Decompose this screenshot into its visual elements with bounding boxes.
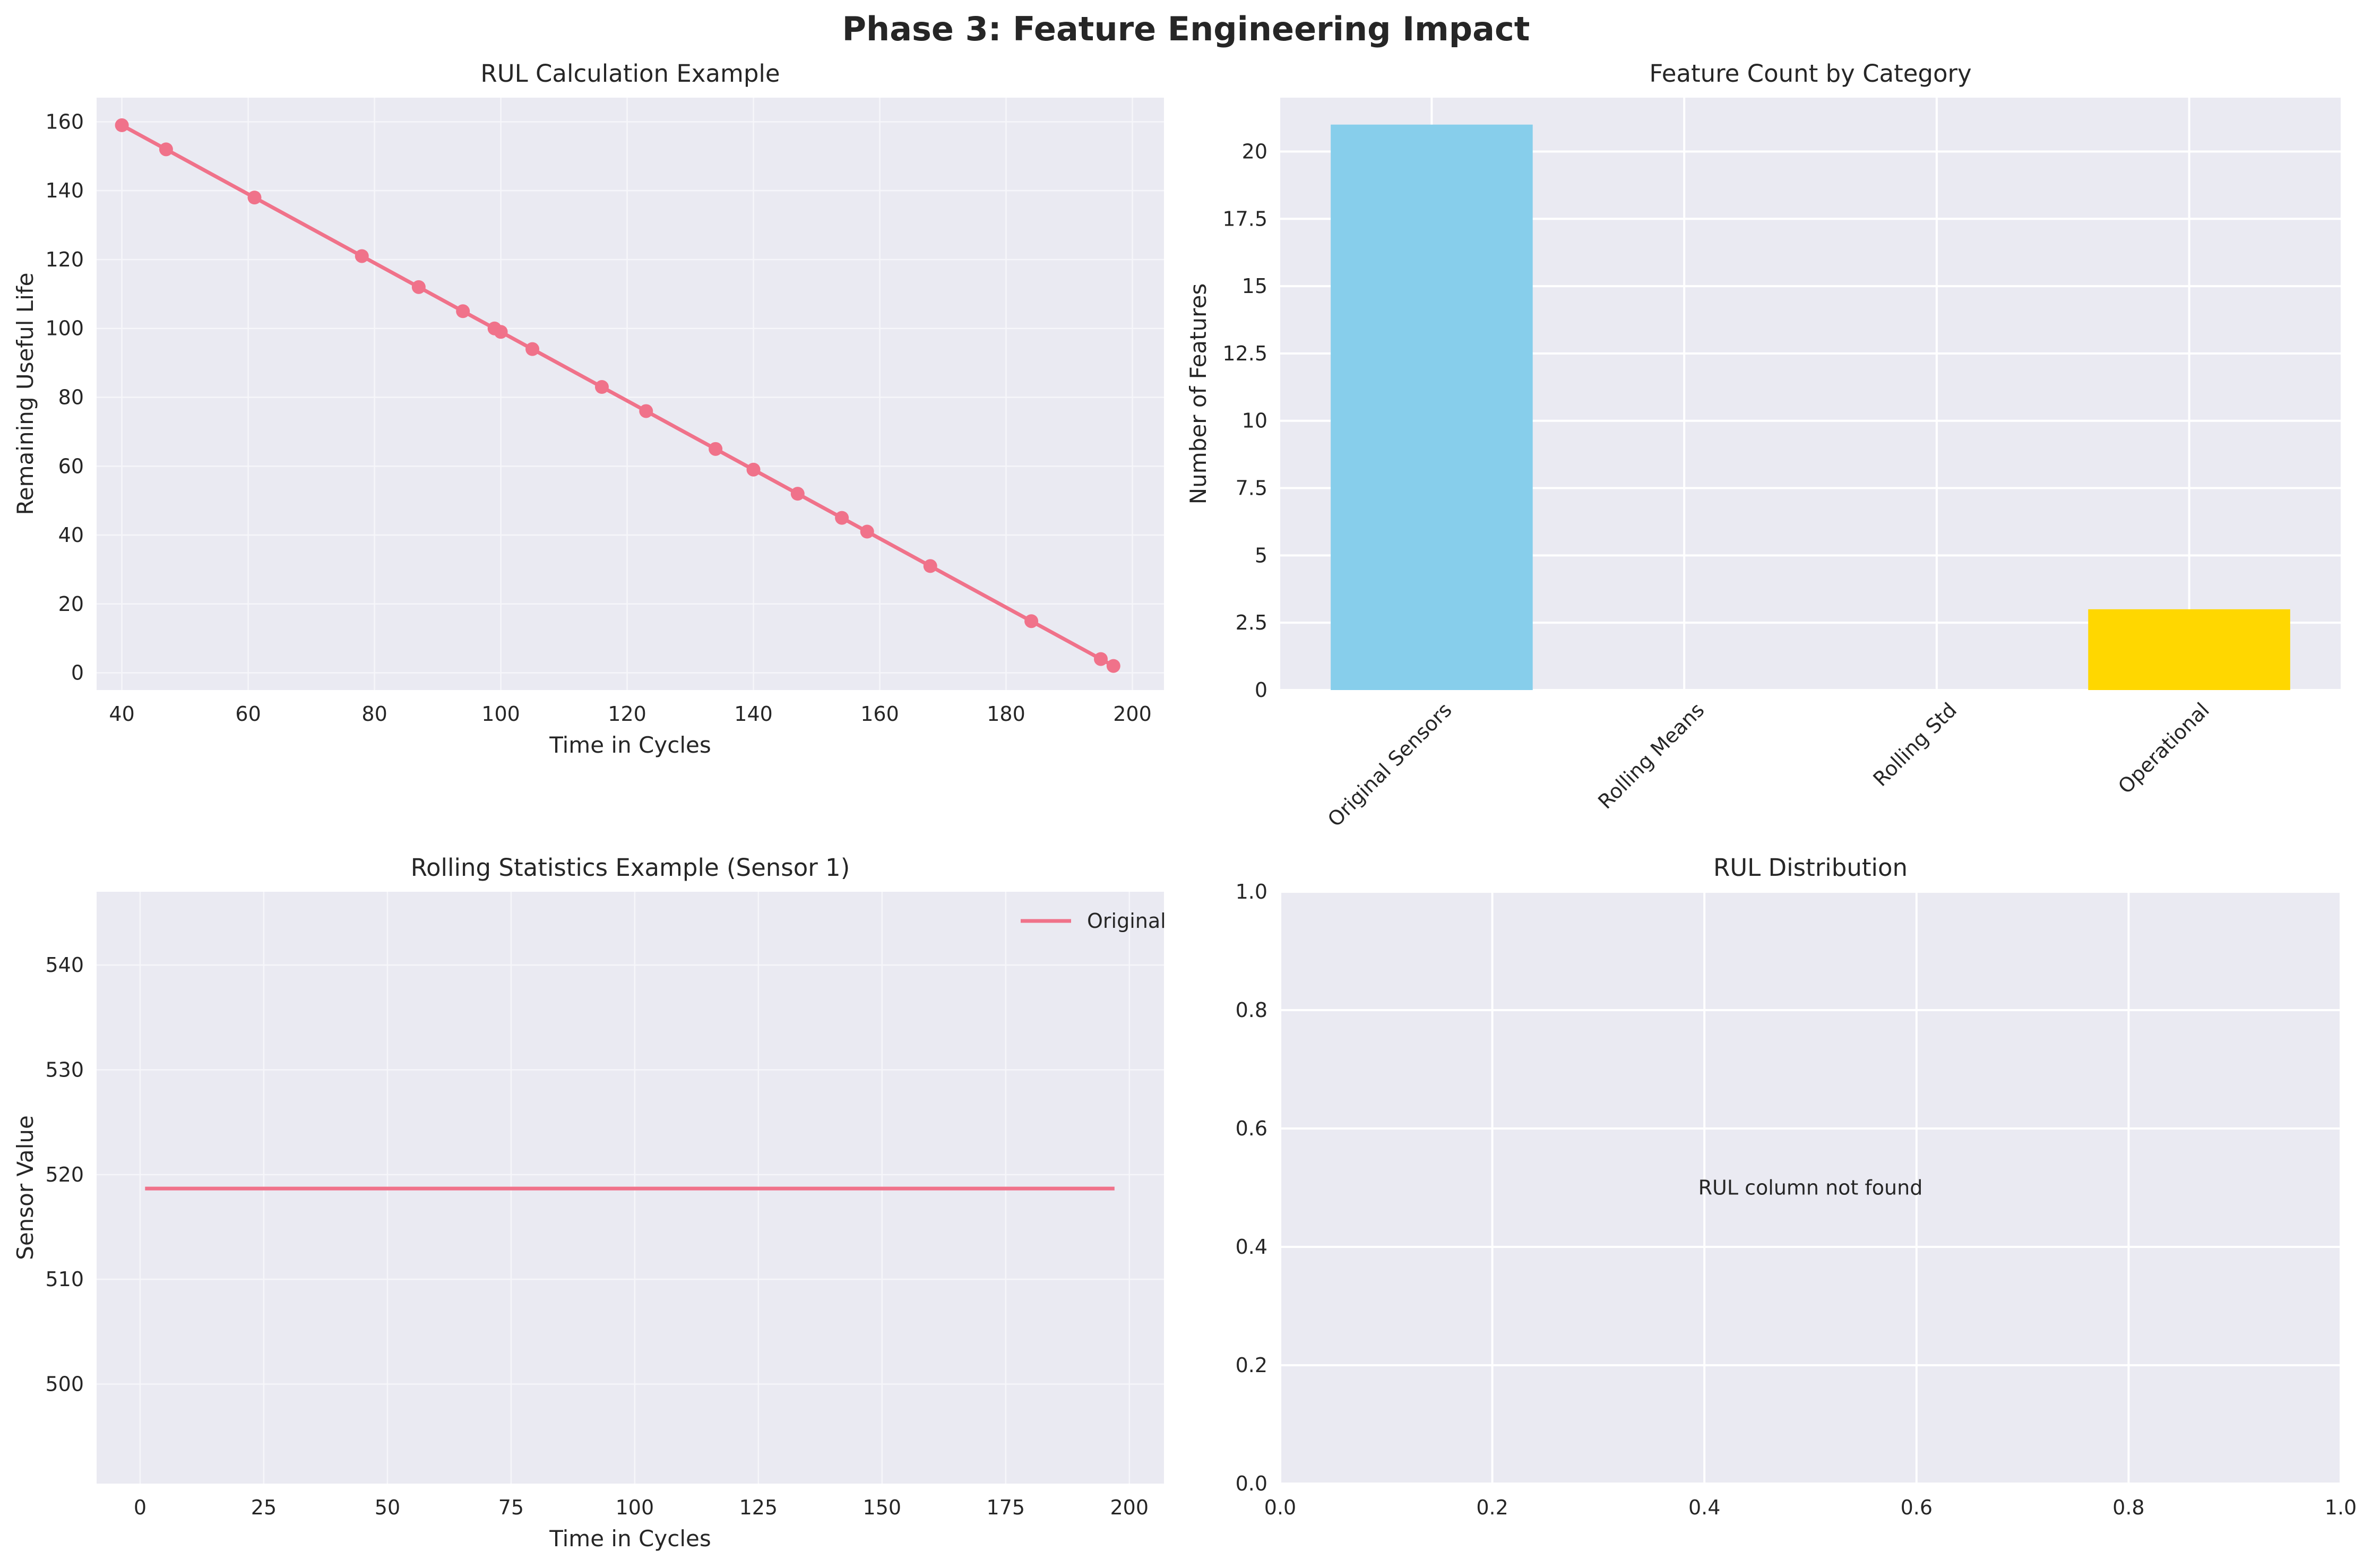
y-tick-label: 2.5: [1236, 611, 1267, 634]
x-tick-label: 200: [1110, 1496, 1149, 1519]
x-axis-label: Time in Cycles: [549, 1526, 711, 1552]
figure-title: Phase 3: Feature Engineering Impact: [842, 10, 1530, 48]
y-tick-label: 60: [58, 454, 84, 478]
y-tick-label: 0: [1255, 678, 1267, 702]
y-tick-label: 530: [45, 1058, 84, 1081]
rul-data-point: [594, 380, 609, 394]
x-tick-label: 0.6: [1901, 1496, 1933, 1519]
x-tick-label: 100: [481, 702, 520, 726]
rul-data-point: [525, 342, 540, 356]
rul-data-point: [115, 118, 129, 132]
rul-data-point: [1094, 652, 1108, 666]
y-tick-label: 510: [45, 1268, 84, 1291]
rul-data-point: [1106, 659, 1120, 673]
panel-title: Rolling Statistics Example (Sensor 1): [411, 854, 850, 882]
rul-data-point: [709, 442, 723, 456]
x-tick-label: 120: [608, 702, 646, 726]
empty-data-message: RUL column not found: [1698, 1176, 1923, 1200]
bar-operational: [2088, 609, 2290, 690]
y-tick-label: 10: [1242, 409, 1267, 433]
x-tick-label: 0.2: [1476, 1496, 1508, 1519]
rul-data-point: [159, 142, 173, 157]
x-tick-label: 50: [375, 1496, 400, 1519]
plot-area: [97, 98, 1164, 690]
rul-data-point: [746, 462, 761, 477]
rul-data-point: [790, 487, 805, 501]
y-tick-label: 540: [45, 953, 84, 977]
y-tick-label: 7.5: [1236, 477, 1267, 500]
rul-data-point: [247, 191, 262, 205]
y-tick-label: 500: [45, 1373, 84, 1396]
panel-rul-distribution: RUL Distribution 0.0 0.2 0.4 0.6 0.8 1.0 0.0 0.2…: [1236, 854, 2357, 1519]
x-tick-label: 100: [616, 1496, 654, 1519]
y-tick-label: 20: [58, 592, 84, 616]
plot-area: [1280, 892, 2341, 1484]
x-tick-label: Rolling Means: [1593, 698, 1709, 813]
x-tick-label: 150: [863, 1496, 902, 1519]
y-tick-label: 5: [1255, 544, 1267, 567]
x-tick-label: 25: [251, 1496, 277, 1519]
y-tick-label: 140: [45, 179, 84, 202]
rul-data-point: [355, 249, 369, 263]
y-tick-label: 160: [45, 110, 84, 133]
y-tick-label: 12.5: [1222, 342, 1267, 365]
panel-title: RUL Distribution: [1713, 854, 1908, 882]
rul-data-point: [456, 304, 470, 318]
y-tick-label: 0.6: [1236, 1117, 1267, 1140]
rul-data-point: [860, 524, 874, 539]
rul-data-point: [639, 404, 653, 418]
y-axis-label: Remaining Useful Life: [12, 273, 38, 515]
rul-series-line: [120, 123, 1115, 668]
y-tick-label: 15: [1242, 274, 1267, 298]
y-tick-label: 1.0: [1236, 880, 1267, 903]
panel-title: Feature Count by Category: [1649, 59, 1971, 88]
panel-rul-calculation: RUL Calculation Example 40 60 80 100 120 140 16…: [12, 59, 1164, 758]
y-tick-label: 100: [45, 317, 84, 340]
x-tick-label: 0: [134, 1496, 146, 1519]
legend-label: Original: [1087, 909, 1166, 933]
y-axis-label: Number of Features: [1185, 283, 1211, 505]
x-tick-label: 0.4: [1688, 1496, 1720, 1519]
y-tick-label: 80: [58, 385, 84, 409]
y-tick-label: 40: [58, 523, 84, 547]
rul-data-point: [494, 325, 508, 339]
x-tick-label: 1.0: [2325, 1496, 2357, 1519]
y-tick-label: 0.4: [1236, 1235, 1267, 1259]
x-tick-label: 200: [1113, 702, 1152, 726]
rul-data-point: [923, 559, 937, 573]
y-tick-label: 120: [45, 248, 84, 271]
panel-rolling-statistics: Rolling Statistics Example (Sensor 1) 0 25…: [12, 854, 1166, 1552]
rul-data-point: [835, 511, 849, 525]
y-tick-label: 20: [1242, 140, 1267, 163]
y-tick-label: 0: [71, 661, 84, 685]
x-tick-label: 140: [734, 702, 773, 726]
rul-data-point: [411, 280, 426, 294]
x-tick-label: 175: [987, 1496, 1025, 1519]
x-tick-label: 75: [498, 1496, 524, 1519]
x-tick-label: 60: [235, 702, 261, 726]
x-tick-label: 0.0: [1264, 1496, 1296, 1519]
x-tick-label: Rolling Std: [1869, 698, 1962, 791]
panel-feature-count: Feature Count by Category 0 2.5 5 7.5 10 12.5 1…: [1185, 59, 2341, 831]
x-tick-label: 160: [860, 702, 899, 726]
y-tick-label: 0.2: [1236, 1354, 1267, 1377]
y-tick-label: 17.5: [1222, 207, 1267, 230]
x-axis-label: Time in Cycles: [549, 732, 711, 758]
y-axis-label: Sensor Value: [12, 1115, 38, 1260]
x-tick-label: 180: [987, 702, 1025, 726]
panel-title: RUL Calculation Example: [480, 59, 780, 88]
x-tick-label: 0.8: [2112, 1496, 2144, 1519]
x-tick-label: 125: [739, 1496, 778, 1519]
x-tick-label: Operational: [2114, 698, 2214, 798]
x-tick-label: 80: [361, 702, 387, 726]
y-tick-label: 0.8: [1236, 998, 1267, 1022]
x-tick-label: Original Sensors: [1323, 698, 1456, 831]
x-tick-label: 40: [109, 702, 134, 726]
bar-original-sensors: [1331, 124, 1533, 690]
y-tick-label: 0.0: [1236, 1472, 1267, 1495]
rul-data-point: [1024, 614, 1039, 628]
y-tick-label: 520: [45, 1163, 84, 1186]
